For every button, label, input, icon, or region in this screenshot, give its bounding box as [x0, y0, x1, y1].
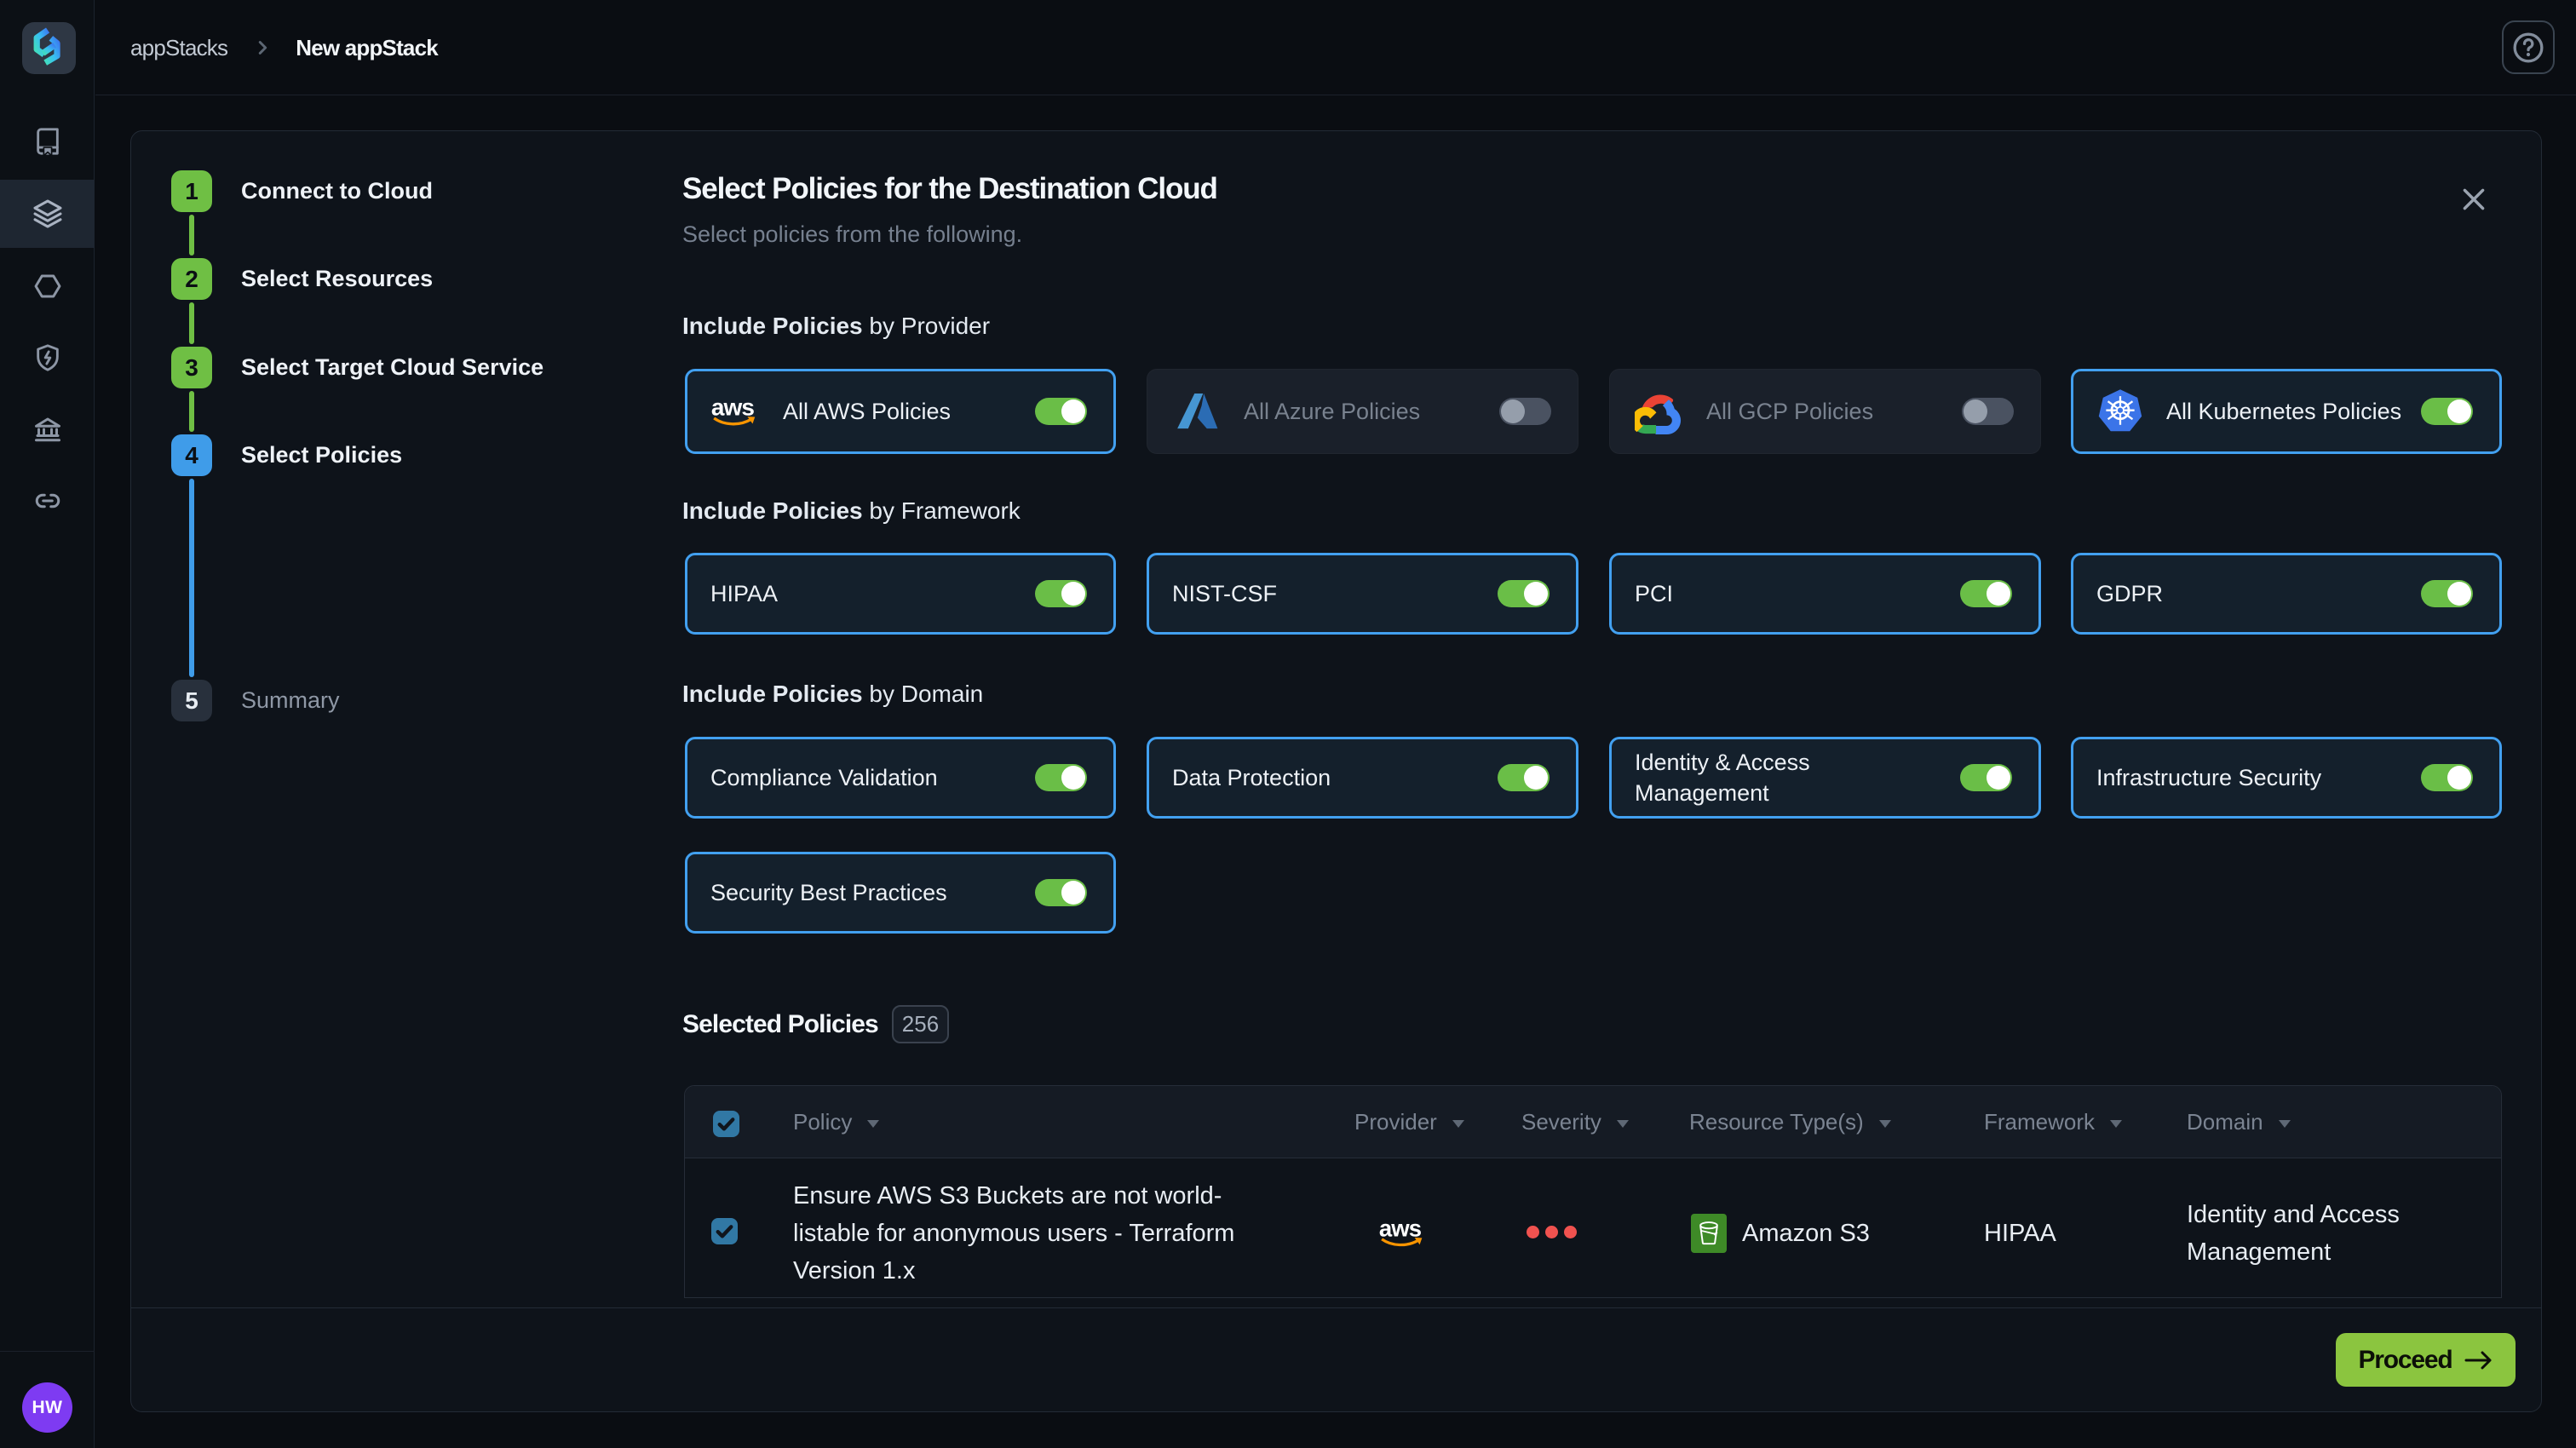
svg-text:aws: aws	[1379, 1215, 1422, 1242]
svg-text:aws: aws	[711, 394, 754, 421]
